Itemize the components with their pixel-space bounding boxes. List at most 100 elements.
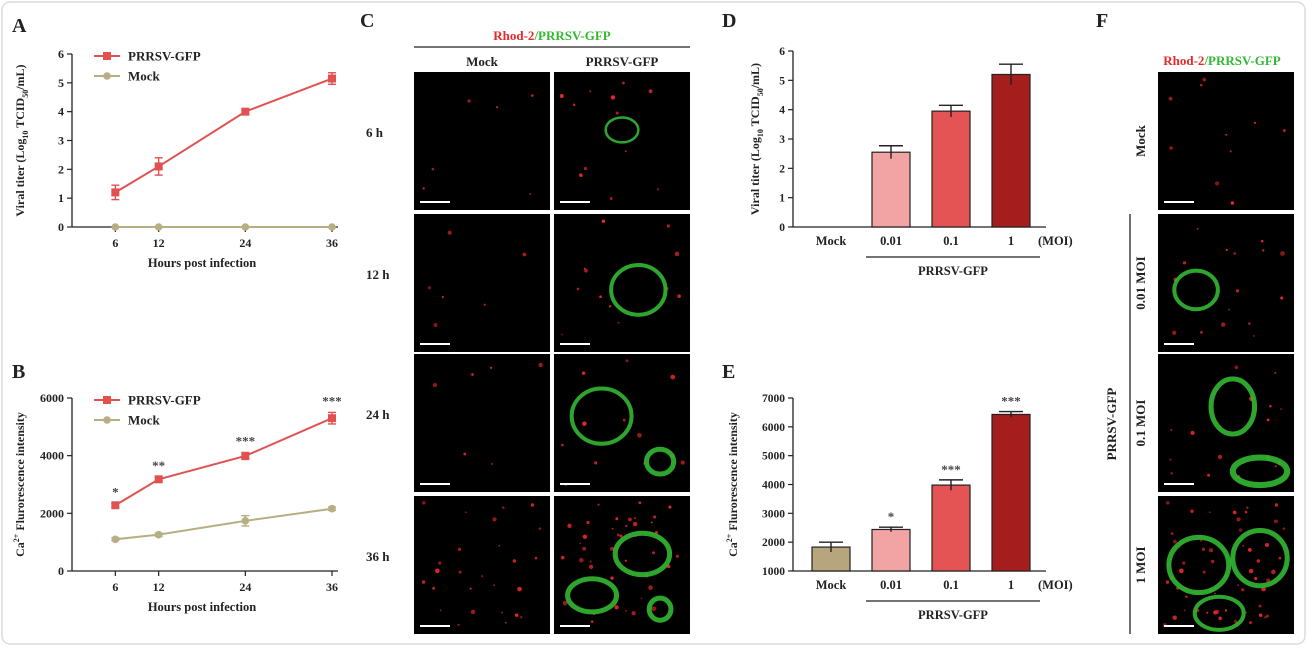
rhod2-signal [1183,609,1186,612]
y-tick-label: 6000 [762,422,785,434]
row-label: 36 h [366,549,390,564]
rhod2-signal [1278,556,1282,560]
rhod2-signal [1262,249,1265,252]
rhod2-signal [633,516,637,520]
rhod2-signal [589,90,592,93]
panel-label-e: E [722,361,735,383]
legend-label: PRRSV-GFP [128,393,201,408]
rhod2-signal [1172,539,1177,544]
x-axis-label: Hours post infection [148,256,256,270]
column-label: Mock [466,54,499,69]
y-tick-label: 5 [779,75,785,87]
significance-label: *** [322,393,342,408]
rhod2-signal [1246,506,1249,509]
row-label: 0.01 MOI [1133,256,1148,309]
prrsv-image [554,354,690,492]
rhod2-signal [457,623,460,627]
data-point-square [241,107,250,116]
rhod2-signal [567,523,572,529]
rhod2-signal [1185,595,1188,598]
rhod2-signal [481,575,484,578]
y-tick-label: 2000 [40,506,64,520]
rhod2-signal [1206,611,1209,614]
y-axis-label: Viral titer (Log10 TCID50/mL) [13,64,30,216]
bar [931,484,971,572]
rhod2-signal [1169,458,1172,461]
rhod2-signal [622,418,626,422]
x-unit-label: (MOI) [1038,578,1073,592]
rhod2-signal [433,383,437,387]
data-point-circle [328,223,336,231]
rhod2-signal [1202,570,1206,574]
rhod2-signal [1282,527,1286,530]
rhod2-signal [1190,509,1194,513]
bar [931,110,971,228]
rhod2-signal [624,150,627,153]
legend-label: Mock [128,413,161,428]
rhod2-signal [501,611,503,614]
legend-marker [103,396,111,404]
y-tick-label: 1000 [762,566,785,578]
rhod2-signal [470,609,476,615]
rhod2-signal [441,295,444,299]
row-label: 24 h [366,407,390,422]
y-tick-label: 5 [58,76,64,90]
rhod2-signal [1230,201,1235,205]
x-tick-label: Mock [816,234,847,248]
microscopy-panel-c: Rhod-2/PRRSV-GFP Mock PRRSV-GFP 6 h 12 h 24 h… [366,28,690,634]
rhod2-signal [1258,604,1262,608]
rhod2-signal [1225,133,1228,136]
rhod2-signal [610,576,614,580]
rhod2-signal [1247,548,1252,552]
data-point-circle [111,223,120,231]
rhod2-signal [1228,308,1231,311]
rhod2-signal [599,295,602,299]
rhod2-signal [1233,252,1237,255]
rhod2-signal [1242,544,1245,547]
mock-image [414,496,550,634]
moi-image [1158,496,1294,634]
rhod2-signal [1282,129,1286,133]
rhod2-signal [561,333,563,336]
row-label: Mock [1133,124,1148,157]
moi-image [1158,354,1294,492]
data-point-circle [328,504,336,513]
rhod2-signal [666,224,671,228]
rhod2-signal [530,94,534,97]
rhod2-signal [1179,568,1184,574]
x-unit-label: (MOI) [1038,234,1073,248]
rhod2-signal [615,517,619,521]
rhod2-signal [439,609,442,612]
rhod2-signal [1170,532,1174,535]
rhod2-signal [1249,621,1253,625]
rhod2-signal [572,103,576,107]
moi-image [1158,214,1294,352]
gfp-signal [643,446,677,477]
rhod2-signal [624,559,628,563]
rhod2-signal [559,94,564,98]
rhod2-signal [633,521,638,527]
rhod2-signal [1232,510,1237,515]
panel-label-b: B [12,361,25,383]
y-tick-label: 3 [779,134,785,146]
x-tick-label: 0.01 [880,234,902,248]
bar [871,151,911,228]
mock-image [414,72,550,210]
gfp-signal [565,576,620,615]
gfp-signal [604,116,640,144]
rhod2-signal [584,268,588,273]
rhod2-signal [1172,330,1177,335]
rhod2-signal [438,561,442,565]
row-label: 1 MOI [1133,546,1148,583]
data-point-square [241,451,250,460]
chart-d-viral-titer-bar: 0 1 2 3 4 5 6 Viral titer (Log10 TCID50/mL) Mock… [748,46,1073,278]
gfp-signal [1166,534,1232,596]
rhod2-signal [490,462,493,465]
rhod2-signal [1265,614,1269,618]
legend-marker [103,416,111,424]
y-tick-label: 0 [58,220,64,234]
rhod2-signal [1254,576,1258,581]
rhod2-signal [1252,335,1255,337]
rhod2-signal [609,197,613,200]
column-label: PRRSV-GFP [586,54,659,69]
